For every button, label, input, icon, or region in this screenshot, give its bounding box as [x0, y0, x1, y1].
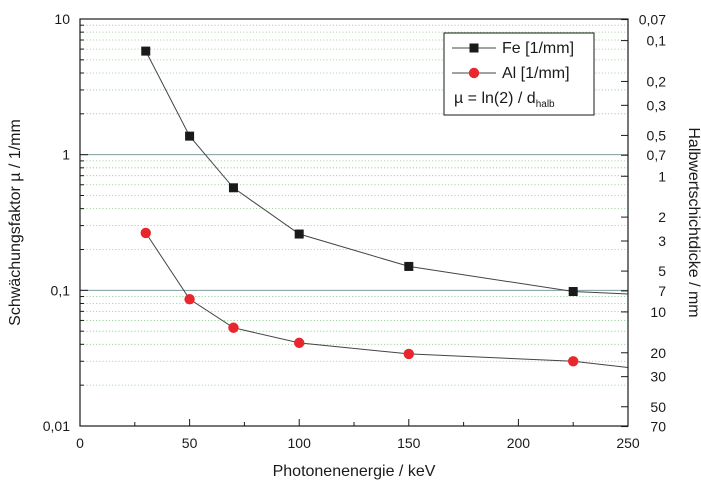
legend-formula: µ = ln(2) / dhalb	[454, 90, 555, 110]
data-point-al	[403, 348, 414, 360]
data-point-al	[568, 356, 579, 367]
y2-axis-title: Halbwertschichtdicke / mm	[685, 127, 701, 317]
y-tick-label: 0,01	[43, 418, 70, 434]
x-tick-label: 0	[76, 435, 84, 451]
formula-subscript: halb	[536, 99, 555, 110]
y2-tick-label: 0,5	[647, 127, 667, 143]
data-point-al	[184, 294, 195, 305]
x-axis: 0 50 100 150 200 250	[76, 419, 640, 451]
y2-tick-label: 2	[658, 209, 666, 225]
y-tick-label: 0,1	[51, 282, 71, 298]
x-tick-label: 50	[182, 435, 198, 451]
y2-tick-label: 7	[658, 283, 666, 299]
data-point-fe	[404, 261, 414, 271]
legend-marker-al	[468, 67, 480, 79]
y2-tick-label: 30	[650, 369, 666, 385]
y2-tick-label: 0,1	[647, 33, 667, 49]
data-point-al	[228, 322, 239, 333]
series-line	[145, 232, 629, 368]
formula-main: µ = ln(2) / d	[454, 90, 536, 107]
x-tick-label: 100	[288, 435, 312, 451]
y-tick-label: 10	[54, 11, 70, 27]
x-axis-title: Photonenenergie / keV	[273, 463, 436, 480]
y2-tick-label: 1	[658, 168, 666, 184]
data-point-fe	[568, 287, 578, 297]
y2-tick-label: 50	[650, 399, 666, 415]
data-point-fe	[294, 229, 304, 239]
data-point-fe	[141, 46, 151, 56]
y2-tick-label: 70	[650, 419, 666, 435]
x-tick-label: 150	[397, 435, 421, 451]
y2-tick-label: 0,7	[647, 147, 667, 163]
y2-tick-label: 0,3	[647, 97, 667, 113]
legend-entries: Fe [1/mm] Al [1/mm]	[452, 40, 574, 82]
y2-tick-label: 5	[658, 263, 666, 279]
data-point-fe	[228, 183, 238, 193]
y-tick-label: 1	[62, 147, 70, 163]
y2-tick-label: 3	[658, 233, 666, 249]
y2-tick-label: 20	[650, 345, 666, 361]
series-markers	[140, 46, 579, 367]
y2-tick-label: 0,2	[647, 73, 667, 89]
legend-label: Al [1/mm]	[502, 65, 570, 82]
data-point-fe	[185, 131, 195, 141]
y-axis-right: 0,07 0,1 0,2 0,3 0,5 0,7 1 2 3 5 7 10 20 30 50 70	[621, 12, 666, 435]
data-point-al	[294, 337, 305, 349]
x-tick-label: 200	[507, 435, 531, 451]
y-axis-left: 10 1 0,1 0,01	[43, 11, 88, 434]
legend: Fe [1/mm] Al [1/mm] µ = ln(2) / dhalb	[443, 32, 595, 116]
legend-label: Fe [1/mm]	[502, 40, 574, 57]
y2-tick-label: 0,07	[639, 12, 666, 28]
x-tick-label: 250	[616, 435, 640, 451]
y2-tick-label: 10	[650, 304, 666, 320]
legend-marker-fe	[469, 43, 479, 53]
data-point-al	[140, 227, 151, 239]
y-axis-title: Schwächungsfaktor µ / 1/mm	[7, 119, 24, 326]
grid-lines	[80, 24, 628, 386]
